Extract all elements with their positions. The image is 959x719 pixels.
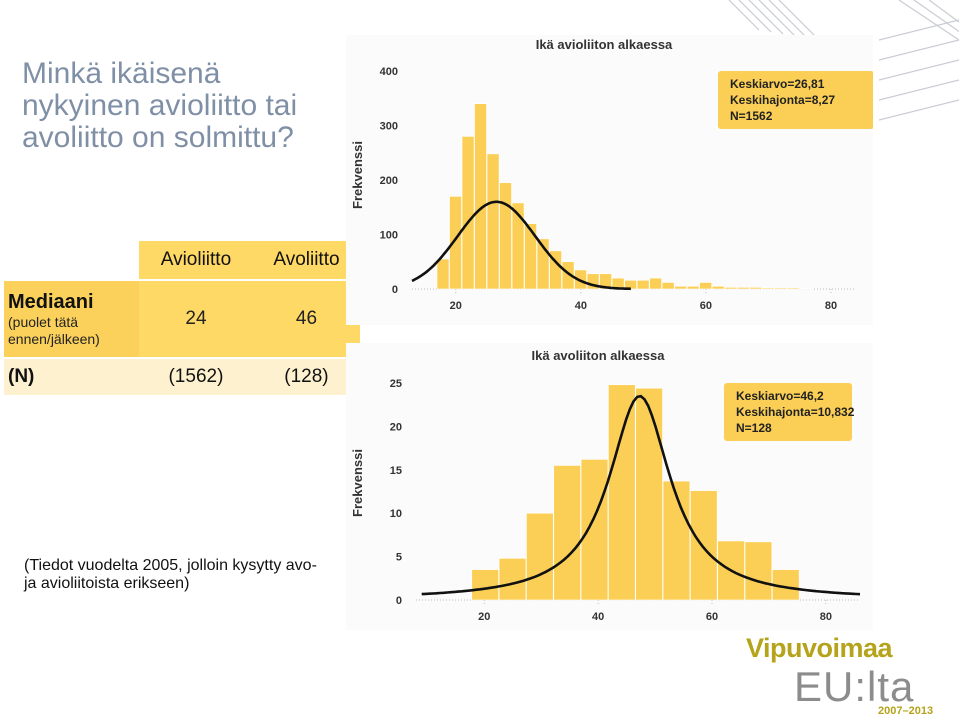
histogram-bar [774, 287, 788, 290]
median-avioliitto: 24 [139, 279, 253, 358]
histogram-bar [699, 282, 712, 290]
y-tick-label: 20 [390, 421, 402, 433]
histogram-bar [498, 558, 527, 601]
table-header-row: Avioliitto Avoliitto [4, 241, 360, 280]
histogram-bar [686, 285, 700, 290]
histogram-avoliitto: Ikä avoliiton alkaessa Frekvenssi 0 5 10 15 20… [346, 343, 873, 630]
median-avoliitto: 46 [252, 279, 360, 358]
logo-line2: EU:lta [794, 663, 915, 710]
logo-line3: 2007–2013 [878, 705, 934, 717]
histogram-bar [553, 465, 581, 601]
histogram-bar [599, 273, 612, 290]
stats-box-line: Keskiarvo=46,2 [736, 389, 824, 403]
histogram-bar [635, 387, 663, 601]
median-row: Mediaani (puolet tätä ennen/jälkeen) 24 … [4, 279, 360, 358]
x-tick-label: 80 [825, 300, 837, 312]
stats-box [724, 383, 852, 441]
stats-box-line: N=128 [736, 421, 772, 435]
histogram-bar [674, 285, 687, 290]
histogram-bar [471, 569, 499, 601]
x-tick-label: 20 [450, 300, 462, 312]
histogram-bar [461, 136, 475, 290]
n-avoliitto: (128) [252, 357, 360, 395]
histogram-bar [608, 384, 636, 601]
y-tick-label: 100 [380, 230, 398, 242]
x-tick-label: 20 [478, 611, 490, 623]
y-tick-label: 200 [380, 175, 398, 187]
y-tick-label: 0 [396, 595, 402, 607]
chart-title: Ikä avoliiton alkaessa [532, 348, 666, 363]
histogram-bar [690, 490, 718, 601]
histogram-bar [561, 261, 575, 290]
col-header-avoliitto: Avoliitto [252, 241, 360, 280]
histogram-bar [499, 182, 512, 290]
vipuvoimaa-logo: Vipuvoimaa EU:lta 2007–2013 [742, 633, 942, 717]
histogram-bar [580, 459, 609, 601]
histogram-bar [526, 512, 554, 601]
x-tick-label: 40 [592, 611, 604, 623]
y-tick-label: 25 [390, 378, 402, 390]
stats-box-line: N=1562 [730, 109, 773, 123]
decorative-stripes [728, 0, 959, 41]
histogram-bar [662, 480, 691, 601]
x-tick-label: 60 [700, 300, 712, 312]
histogram-bar [649, 277, 662, 290]
histogram-bar [486, 153, 500, 290]
histogram-bar [761, 287, 775, 290]
histogram-bar [524, 223, 537, 290]
histogram-bar [749, 287, 762, 290]
histogram-avoliitto-svg: Ikä avoliiton alkaessa Frekvenssi 0 5 10 15 20… [350, 348, 861, 623]
stats-box [718, 71, 874, 129]
stats-box-line: Keskihajonta=8,27 [730, 93, 835, 107]
histogram-bar [436, 258, 450, 290]
histogram-avioliitto-svg: Ikä avioliiton alkaessa Frekvenssi 0 100 200… [350, 37, 874, 312]
histogram-bar [449, 196, 462, 290]
histogram-bar [786, 287, 800, 290]
n-row: (N) (1562) (128) [4, 357, 360, 395]
slide-title: Minkä ikäisenä nykyinen avioliitto tai a… [22, 57, 298, 154]
x-tick-label: 80 [820, 611, 832, 623]
y-axis-label: Frekvenssi [350, 141, 365, 209]
histogram-bar [549, 250, 562, 290]
logo-line1: Vipuvoimaa [746, 633, 893, 663]
histogram-bar [511, 202, 525, 290]
stats-box-line: Keskiarvo=26,81 [730, 77, 825, 91]
y-tick-label: 15 [390, 465, 402, 477]
y-tick-label: 400 [380, 66, 398, 78]
chart-title: Ikä avioliiton alkaessa [536, 37, 673, 52]
histogram-bar [744, 541, 773, 601]
median-table: Avioliitto Avoliitto Mediaani (puolet tä… [4, 241, 360, 395]
n-label: (N) [4, 357, 139, 395]
histogram-bar [661, 282, 675, 290]
y-tick-label: 0 [392, 284, 398, 296]
n-avioliitto: (1562) [139, 357, 253, 395]
y-tick-label: 5 [396, 552, 402, 564]
normal-curve [411, 200, 631, 291]
decorative-stripes-right [878, 19, 959, 121]
median-label-cell: Mediaani (puolet tätä ennen/jälkeen) [4, 279, 139, 358]
x-tick-label: 40 [575, 300, 587, 312]
histogram-bar [474, 103, 487, 290]
stats-box-line: Keskihajonta=10,832 [736, 405, 855, 419]
col-header-avioliitto: Avioliitto [139, 241, 253, 280]
y-axis-label: Frekvenssi [350, 449, 365, 517]
histogram-bar [711, 285, 725, 290]
median-label: Mediaani [8, 290, 94, 313]
table-corner [4, 241, 139, 280]
histogram-bar [736, 287, 750, 290]
x-tick-label: 60 [706, 611, 718, 623]
histogram-bar [636, 279, 650, 290]
histogram-avioliitto: Ikä avioliiton alkaessa Frekvenssi 0 100 200… [346, 35, 874, 325]
histogram-bar [799, 288, 813, 290]
y-tick-label: 10 [390, 508, 402, 520]
median-sublabel: (puolet tätä ennen/jälkeen) [8, 313, 100, 347]
y-tick-label: 300 [380, 121, 398, 133]
footnote: (Tiedot vuodelta 2005, jolloin kysytty a… [24, 557, 317, 592]
normal-curve [421, 394, 861, 596]
histogram-bar [724, 287, 737, 290]
